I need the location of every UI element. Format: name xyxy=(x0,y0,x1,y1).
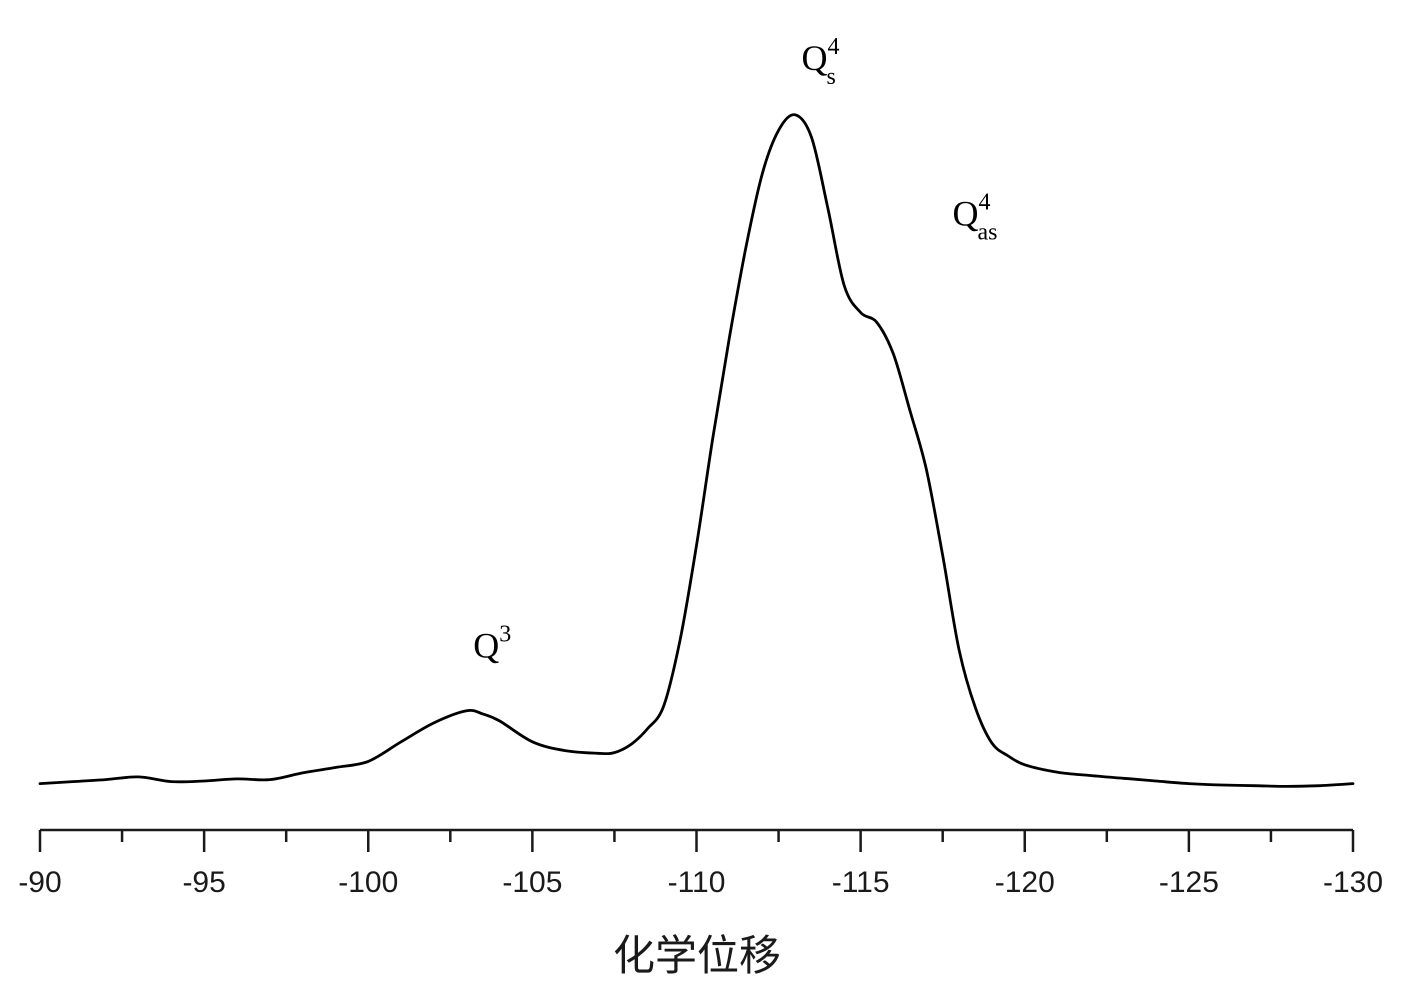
x-axis: -90 -95 -100 -105 -110 -115 -120 -125 -130 xyxy=(18,830,1383,899)
x-axis-tick-labels: -90 -95 -100 -105 -110 -115 -120 -125 -130 xyxy=(18,866,1383,899)
x-tick-label: -95 xyxy=(182,866,225,899)
peak-label-superscript: 4 xyxy=(828,34,840,60)
x-tick-label: -110 xyxy=(668,866,726,899)
x-tick-label: -105 xyxy=(502,866,562,899)
x-tick-label: -130 xyxy=(1323,866,1383,899)
x-axis-title: 化学位移 xyxy=(613,931,781,980)
peak-label-base: Q xyxy=(953,193,979,233)
x-tick-label: -120 xyxy=(995,866,1055,899)
x-tick-label: -115 xyxy=(832,866,890,899)
x-tick-label: -90 xyxy=(18,866,61,899)
x-tick-label: -100 xyxy=(338,866,398,899)
x-axis-ticks xyxy=(40,830,1353,852)
peak-label: Q4 as xyxy=(953,189,998,245)
peak-label-subscript: s xyxy=(827,64,836,90)
peak-label-superscript: 3 xyxy=(499,621,511,647)
x-tick-label: -125 xyxy=(1159,866,1219,899)
peak-label: Q4 s xyxy=(802,34,840,90)
peak-label: Q3 xyxy=(473,621,511,665)
peak-labels: Q3Q4sQ4as xyxy=(473,34,997,665)
peak-label-superscript: 4 xyxy=(979,189,991,215)
spectrum-line xyxy=(40,115,1353,787)
peak-label-subscript: as xyxy=(978,219,998,245)
peak-label-base: Q xyxy=(473,625,499,665)
peak-label-base: Q xyxy=(802,38,828,78)
